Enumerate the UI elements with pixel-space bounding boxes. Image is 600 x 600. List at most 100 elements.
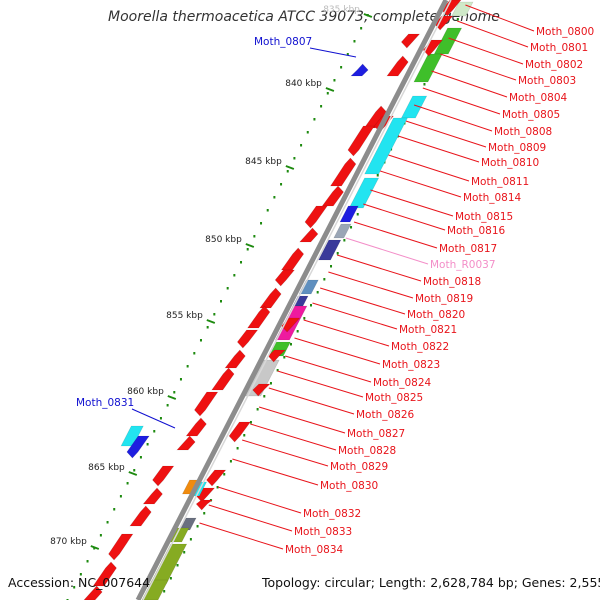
leader-line bbox=[448, 37, 524, 65]
scale-dot bbox=[139, 456, 142, 459]
gene-label[interactable]: Moth_0820 bbox=[407, 309, 465, 321]
gene-label[interactable]: Moth_0822 bbox=[391, 341, 449, 353]
leader-line bbox=[465, 4, 535, 32]
scale-dot bbox=[99, 534, 102, 537]
scale-dot bbox=[280, 183, 283, 186]
gene-label[interactable]: Moth_0804 bbox=[509, 92, 568, 104]
gene-feature bbox=[400, 33, 421, 49]
genome-summary-text: Topology: circular; Length: 2,628,784 bp… bbox=[262, 575, 600, 590]
scale-dot bbox=[133, 469, 136, 472]
gene-feature bbox=[252, 383, 271, 397]
scale-tick bbox=[245, 243, 255, 248]
scale-dot-inner bbox=[203, 512, 206, 515]
gene-feature bbox=[259, 287, 282, 309]
leader-line bbox=[199, 522, 284, 550]
gene-label[interactable]: Moth_0819 bbox=[415, 293, 473, 305]
gene-label[interactable]: Moth_0817 bbox=[439, 243, 497, 255]
gene-label[interactable]: Moth_0826 bbox=[356, 409, 415, 421]
scale-dot-inner bbox=[456, 18, 459, 21]
gene-feature bbox=[228, 421, 251, 443]
leader-line bbox=[363, 203, 446, 231]
scale-dot bbox=[179, 378, 182, 381]
leader-line bbox=[258, 406, 346, 434]
gene-feature bbox=[152, 465, 175, 487]
leader-line bbox=[232, 458, 319, 486]
gene-label[interactable]: Moth_0831 bbox=[76, 397, 134, 409]
gene-feature bbox=[194, 391, 219, 417]
gene-feature bbox=[92, 561, 117, 587]
gene-label[interactable]: Moth_0828 bbox=[338, 445, 396, 457]
leader-line bbox=[336, 254, 422, 282]
leader-line bbox=[345, 237, 429, 265]
gene-feature bbox=[126, 435, 150, 459]
leader-line bbox=[312, 302, 398, 330]
gene-feature bbox=[129, 505, 152, 527]
scale-label: 845 kbp bbox=[245, 157, 282, 167]
gene-label[interactable]: Moth_0821 bbox=[399, 324, 457, 336]
gene-label[interactable]: Moth_0809 bbox=[488, 142, 546, 154]
scale-dot-inner bbox=[336, 252, 339, 255]
leader-line bbox=[309, 47, 357, 58]
gene-label[interactable]: Moth_0814 bbox=[463, 192, 522, 204]
gene-label[interactable]: Moth_0807 bbox=[254, 36, 312, 48]
gene-label[interactable]: Moth_0800 bbox=[536, 26, 594, 38]
leader-line bbox=[370, 189, 454, 217]
gene-label[interactable]: Moth_0829 bbox=[330, 461, 388, 473]
gene-feature bbox=[329, 157, 357, 187]
genome-backbone-highlight bbox=[142, 0, 452, 600]
gene-label[interactable]: Moth_0815 bbox=[455, 211, 513, 223]
gene-label[interactable]: Moth_0803 bbox=[518, 75, 576, 87]
scale-dot-inner bbox=[310, 304, 312, 307]
scale-dot bbox=[213, 313, 216, 316]
leader-line bbox=[431, 70, 508, 98]
gene-feature bbox=[280, 247, 305, 271]
gene-label[interactable]: Moth_0833 bbox=[294, 526, 352, 538]
scale-dot-inner bbox=[343, 239, 346, 242]
scale-dot-inner bbox=[229, 460, 232, 463]
genome-backbone bbox=[135, 0, 449, 600]
gene-feature bbox=[142, 487, 163, 505]
scale-dot-inner bbox=[249, 421, 252, 424]
gene-feature bbox=[141, 579, 169, 600]
gene-feature bbox=[149, 543, 188, 585]
gene-label[interactable]: Moth_R0037 bbox=[430, 259, 496, 271]
gene-feature bbox=[318, 239, 342, 261]
gene-label[interactable]: Moth_0824 bbox=[373, 377, 432, 389]
gene-feature bbox=[413, 53, 443, 83]
scale-dot-inner bbox=[283, 356, 286, 359]
gene-label[interactable]: Moth_0827 bbox=[347, 428, 405, 440]
gene-label[interactable]: Moth_0825 bbox=[365, 392, 423, 404]
gene-label[interactable]: Moth_0805 bbox=[502, 109, 560, 121]
scale-tick bbox=[128, 471, 138, 476]
gene-label[interactable]: Moth_0802 bbox=[525, 59, 583, 71]
gene-label[interactable]: Moth_0830 bbox=[320, 480, 378, 492]
scale-dot-inner bbox=[243, 434, 246, 437]
gene-label[interactable]: Moth_0834 bbox=[285, 544, 344, 556]
gene-label[interactable]: Moth_0808 bbox=[494, 126, 552, 138]
scale-dot-inner bbox=[296, 330, 299, 333]
gene-label[interactable]: Moth_0818 bbox=[423, 276, 481, 288]
gene-label[interactable]: Moth_0816 bbox=[447, 225, 506, 237]
gene-label[interactable]: Moth_0801 bbox=[530, 42, 588, 54]
gene-label[interactable]: Moth_0832 bbox=[303, 508, 361, 520]
gene-feature bbox=[298, 279, 319, 295]
scale-dot bbox=[119, 495, 122, 498]
scale-label: 840 kbp bbox=[285, 79, 322, 89]
scale-dot-inner bbox=[356, 213, 359, 216]
gene-label[interactable]: Moth_0823 bbox=[382, 359, 440, 371]
scale-dot-inner bbox=[256, 408, 259, 411]
leader-line bbox=[217, 486, 302, 514]
gene-label[interactable]: Moth_0810 bbox=[481, 157, 539, 169]
scale-dot-inner bbox=[176, 564, 179, 567]
scale-dot bbox=[206, 326, 209, 329]
gene-label[interactable]: Moth_0811 bbox=[471, 176, 529, 188]
scale-dot-inner bbox=[276, 369, 279, 372]
gene-feature bbox=[333, 223, 352, 239]
gene-feature bbox=[211, 367, 235, 391]
gene-feature bbox=[195, 499, 214, 511]
scale-dot bbox=[173, 391, 176, 394]
gene-feature bbox=[179, 517, 197, 531]
scale-dot bbox=[253, 235, 256, 238]
leader-line bbox=[241, 439, 329, 467]
